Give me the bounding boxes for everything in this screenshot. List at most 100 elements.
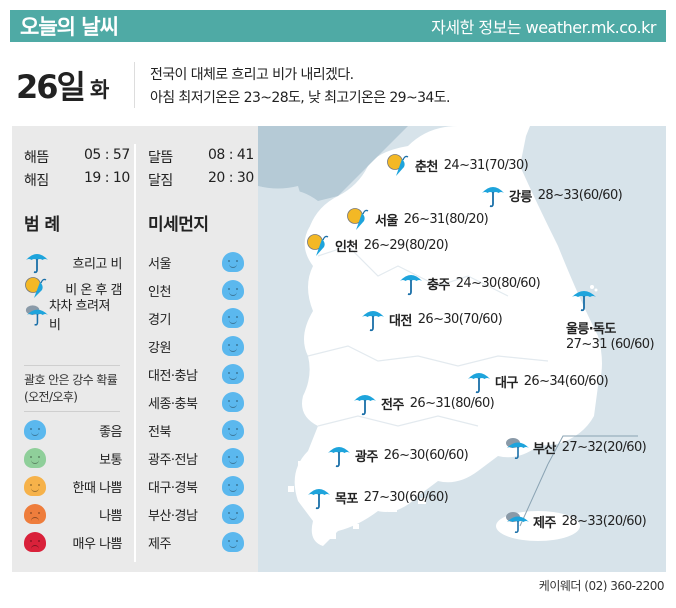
cloud-umbrella-icon: [25, 305, 49, 326]
weather-summary: 전국이 대체로 흐리고 비가 내리겠다. 아침 최저기온은 23~28도, 낮 …: [150, 64, 450, 110]
cloud-umbrella-icon: [506, 512, 529, 534]
umbrella-icon: [26, 254, 48, 274]
date-weekday: 화: [89, 78, 110, 102]
sunset-time: 19 : 10: [84, 170, 130, 186]
face-temporarily-bad-icon: [24, 476, 46, 496]
city-precip-prob: (80/60): [496, 275, 541, 291]
sun-umbrella-icon: [25, 277, 47, 298]
grade-normal: 보통: [24, 446, 122, 470]
city-precip-prob: (60/60): [564, 373, 609, 389]
page-title: 오늘의 날씨: [20, 15, 119, 39]
umbrella-icon: [328, 447, 350, 468]
face-good-icon: [222, 504, 244, 524]
face-good-icon: [222, 448, 244, 468]
city-gangneung: 강릉 28~33 (60/60): [480, 182, 623, 208]
city-precip-prob: (20/60): [602, 513, 647, 529]
face-good-icon: [222, 392, 244, 412]
umbrella-icon: [362, 311, 384, 332]
face-bad-icon: [24, 504, 46, 524]
dust-region: 대구·경북: [148, 474, 244, 498]
dust-region: 서울: [148, 250, 244, 274]
region-name: 세종·충북: [148, 396, 198, 412]
face-normal-icon: [24, 448, 46, 468]
city-busan: 부산 27~32 (20/60): [504, 434, 647, 460]
grade-label: 나쁨: [99, 508, 122, 524]
face-good-icon: [222, 308, 244, 328]
city-mokpo: 목포 27~30 (60/60): [306, 484, 449, 510]
fine-dust-title: 미세먼지: [148, 215, 209, 235]
city-temp: 24~30: [455, 275, 498, 291]
grade-very-bad: 매우 나쁨: [24, 530, 123, 554]
city-jeonju: 전주 26~31 (80/60): [352, 390, 495, 416]
city-temp: 27~32: [561, 439, 604, 455]
city-temp: 26~29: [363, 237, 406, 253]
city-daejeon: 대전 26~30 (70/60): [360, 306, 503, 332]
umbrella-icon: [354, 395, 376, 416]
legend-label: 비 온 후 갬: [65, 282, 122, 298]
city-temp: 27~31: [566, 337, 608, 352]
legend-item: 흐리고 비: [24, 250, 123, 274]
credit-text: 케이웨더 (02) 360-2200: [538, 579, 665, 593]
city-chuncheon: 춘천 24~31 (70/30): [386, 152, 529, 178]
city-chungju: 충주 24~30 (80/60): [398, 270, 541, 296]
city-temp: 28~33: [537, 187, 580, 203]
city-precip-prob: (20/60): [602, 439, 647, 455]
moonrise-time: 08 : 41: [208, 147, 254, 163]
grade-label: 한때 나쁨: [72, 480, 123, 496]
city-precip-prob: (60/60): [610, 337, 655, 352]
city-temp: 24~31: [443, 157, 486, 173]
city-gwangju: 광주 26~30 (60/60): [326, 442, 469, 468]
region-name: 강원: [148, 340, 171, 356]
summary-line-2: 아침 최저기온은 23~28도, 낮 최고기온은 29~34도.: [150, 90, 450, 106]
sun-umbrella-icon: [347, 208, 369, 230]
city-name: 대구: [495, 375, 518, 391]
city-precip-prob: (80/20): [404, 237, 449, 253]
dust-region: 세종·충북: [148, 390, 244, 414]
legend-label: 차차 흐려져 비: [48, 299, 110, 333]
region-name: 제주: [148, 536, 171, 552]
sunset-label: 해짐: [24, 173, 49, 189]
divider: [24, 365, 120, 366]
face-good-icon: [222, 364, 244, 384]
region-name: 부산·경남: [148, 508, 198, 524]
face-good-icon: [222, 420, 244, 440]
face-very-bad-icon: [24, 532, 46, 552]
precip-note-line-2: (오전/오후): [24, 390, 78, 404]
city-jeju: 제주 28~33 (20/60): [504, 508, 647, 534]
sunset-row: 해짐 19 : 10: [24, 170, 130, 190]
city-precip-prob: (60/60): [578, 187, 623, 203]
grade-label: 보통: [99, 452, 122, 468]
city-name: 울릉·독도: [566, 322, 616, 337]
city-seoul: 서울 26~31 (80/20): [346, 206, 489, 232]
city-name: 제주: [533, 515, 556, 531]
site-link[interactable]: 자세한 정보는 weather.mk.co.kr: [431, 18, 656, 37]
umbrella-icon: [572, 285, 598, 312]
sunrise-row: 해뜸 05 : 57: [24, 147, 130, 167]
region-name: 대구·경북: [148, 480, 198, 496]
panel-divider: [134, 144, 136, 562]
umbrella-icon: [482, 187, 504, 208]
precip-note: 괄호 안은 강수 확률 (오전/오후): [24, 372, 118, 406]
dust-region: 제주: [148, 530, 244, 554]
cloud-umbrella-icon: [506, 438, 529, 460]
face-good-icon: [222, 336, 244, 356]
city-daegu: 대구 26~34 (60/60): [466, 368, 609, 394]
city-temp: 26~30: [383, 447, 426, 463]
face-good-icon: [24, 420, 46, 440]
umbrella-icon: [308, 489, 330, 510]
moonset-row: 달짐 20 : 30: [148, 170, 254, 190]
city-name: 목포: [335, 491, 358, 507]
city-name: 광주: [355, 449, 378, 465]
legend-item: 차차 흐려져 비: [24, 299, 122, 333]
city-precip-prob: (60/60): [404, 489, 449, 505]
region-name: 인천: [148, 284, 171, 300]
legend-title: 범 례: [24, 215, 60, 235]
date-day: 26일: [16, 68, 86, 106]
city-temp: 26~34: [523, 373, 566, 389]
city-precip-prob: (70/60): [458, 311, 503, 327]
legend-label: 흐리고 비: [72, 256, 123, 272]
grade-bad: 나쁨: [24, 502, 122, 526]
city-name: 전주: [381, 397, 404, 413]
grade-label: 좋음: [99, 424, 122, 440]
city-name: 인천: [335, 239, 358, 255]
